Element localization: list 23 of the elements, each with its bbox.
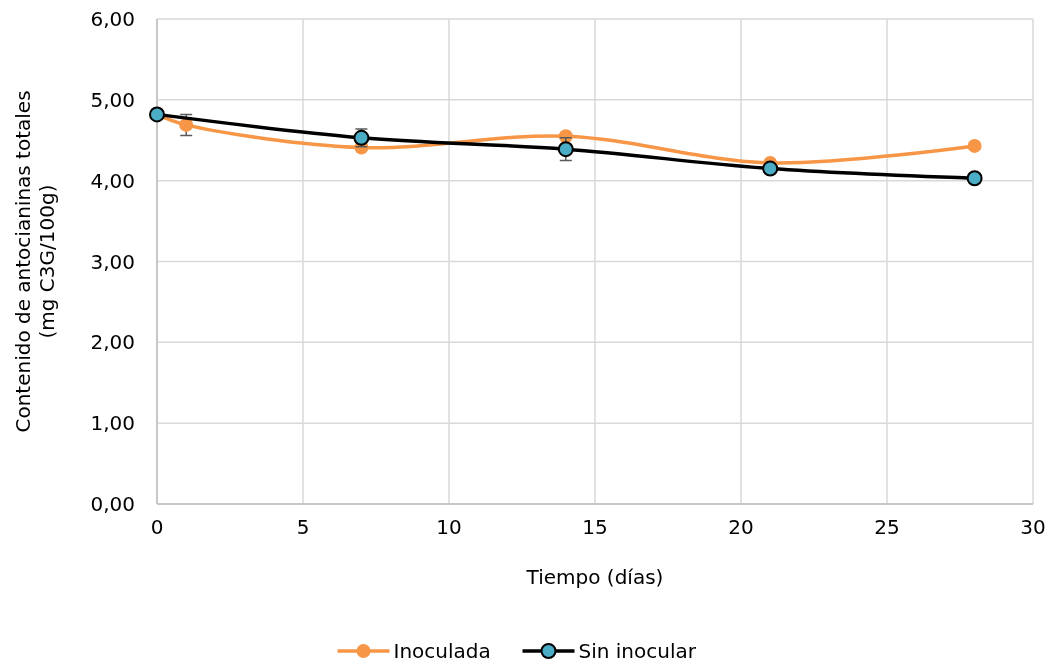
x-tick-label: 30	[1020, 515, 1046, 539]
y-tick-label: 5,00	[90, 87, 135, 112]
point	[967, 138, 982, 153]
y-tick-label: 3,00	[90, 249, 135, 274]
x-tick-label: 25	[874, 515, 900, 539]
y-tick-label: 6,00	[90, 7, 135, 31]
x-tick-label: 5	[296, 515, 310, 539]
y-axis-title: Contenido de antocianinas totales (mg C3G/100g)	[11, 90, 59, 433]
y-tick-label: 1,00	[90, 411, 135, 436]
y-tick-label: 0,00	[90, 492, 135, 516]
legend-label: Sin inocular	[578, 639, 697, 663]
point	[966, 170, 983, 187]
y-tick-label: 2,00	[90, 330, 135, 355]
point	[179, 117, 194, 132]
x-tick-label: 15	[582, 515, 608, 539]
point	[557, 141, 574, 158]
x-tick-label: 20	[728, 515, 754, 539]
y-tick-label: 4,00	[90, 168, 135, 193]
legend-label: Inoculada	[393, 639, 491, 663]
x-axis-title: Tiempo (días)	[525, 565, 664, 589]
point	[762, 160, 779, 177]
x-tick-label: 10	[436, 515, 462, 539]
x-tick-label: 0	[150, 515, 164, 539]
